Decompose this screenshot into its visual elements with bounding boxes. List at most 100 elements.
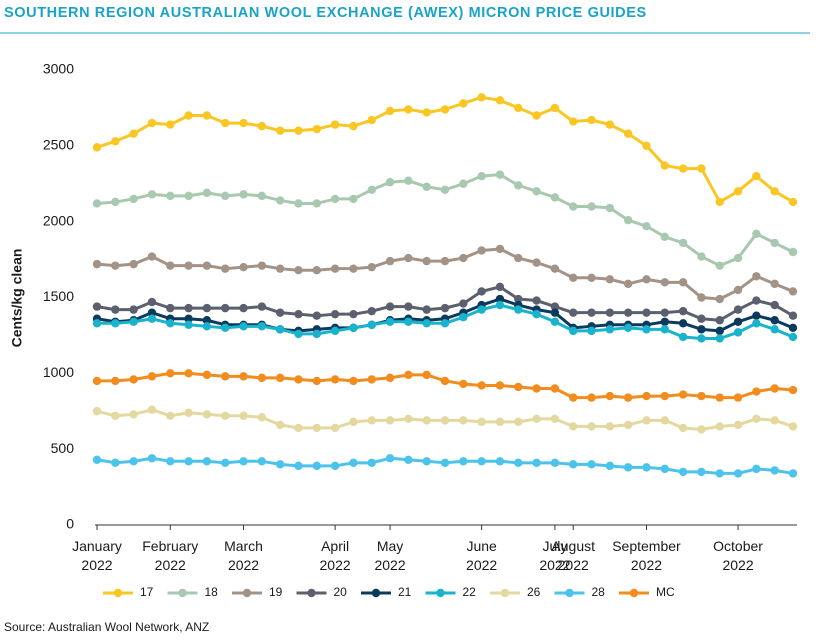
point [770, 384, 779, 393]
point [275, 373, 285, 383]
x-tick-label: September 2022 [612, 538, 681, 573]
point [294, 266, 303, 275]
point [129, 194, 138, 204]
point [514, 305, 523, 314]
point [385, 317, 395, 326]
point [678, 332, 688, 342]
point [129, 317, 138, 326]
point [367, 320, 376, 329]
point [623, 463, 633, 472]
point [221, 458, 230, 468]
point [239, 118, 248, 128]
point [92, 376, 102, 386]
point [660, 278, 669, 287]
point [440, 458, 450, 468]
point [330, 194, 340, 204]
legend-label: MC [656, 585, 675, 599]
point [349, 264, 358, 273]
point [184, 314, 193, 323]
point [422, 305, 431, 314]
point [92, 407, 102, 416]
point [257, 261, 267, 270]
point [660, 325, 669, 334]
point [147, 297, 157, 307]
point [349, 458, 358, 468]
chart-title: SOUTHERN REGION AUSTRALIAN WOOL EXCHANGE… [4, 5, 647, 21]
point [770, 325, 779, 334]
point [752, 319, 761, 328]
legend-label: 20 [334, 585, 348, 599]
point [129, 305, 138, 314]
point [404, 317, 413, 326]
point [239, 411, 248, 420]
point [642, 325, 651, 334]
point [715, 316, 724, 325]
point [129, 259, 138, 269]
point [257, 302, 267, 311]
point [275, 325, 285, 334]
point [257, 457, 267, 466]
point [330, 461, 340, 471]
point [202, 316, 212, 325]
point [385, 106, 395, 116]
point [129, 457, 138, 466]
point [587, 115, 596, 125]
point [184, 303, 193, 313]
point [294, 329, 303, 339]
point [642, 275, 651, 284]
point [697, 425, 706, 434]
point [697, 314, 706, 323]
point [660, 232, 669, 242]
point [733, 317, 743, 326]
point [715, 326, 724, 336]
point [129, 129, 138, 138]
point [312, 461, 321, 471]
point [312, 376, 321, 386]
point [166, 120, 175, 129]
point [92, 455, 102, 464]
point [275, 196, 285, 205]
point [404, 253, 413, 263]
x-tick-label: March 2022 [224, 538, 263, 573]
point [221, 118, 230, 128]
point [697, 467, 706, 477]
point [202, 410, 212, 419]
point [422, 416, 431, 425]
point [605, 325, 615, 334]
point [569, 117, 578, 126]
point [367, 306, 376, 316]
point [569, 202, 578, 211]
point [642, 416, 651, 425]
point [752, 171, 761, 181]
point [349, 376, 358, 386]
point [642, 463, 651, 472]
point [605, 391, 615, 401]
point [715, 422, 724, 431]
point [367, 375, 376, 384]
point [367, 185, 376, 195]
point [752, 311, 761, 320]
point [514, 103, 523, 113]
point [385, 256, 395, 266]
point [770, 466, 779, 475]
point [532, 458, 541, 468]
y-tick-label: 2500 [43, 137, 74, 153]
legend-label: 17 [140, 585, 154, 599]
point [202, 303, 212, 313]
point [605, 120, 615, 129]
point [221, 372, 230, 381]
point [587, 273, 596, 282]
point [166, 303, 175, 313]
point [660, 391, 669, 401]
source: Source: Australian Wool Network, ANZ [4, 620, 209, 634]
point [477, 457, 486, 466]
point [202, 111, 212, 120]
point [733, 328, 743, 337]
point [752, 464, 761, 474]
point [459, 253, 468, 263]
point [404, 302, 413, 311]
point [733, 469, 743, 478]
point [477, 93, 486, 102]
point [404, 414, 413, 424]
point [733, 305, 743, 314]
